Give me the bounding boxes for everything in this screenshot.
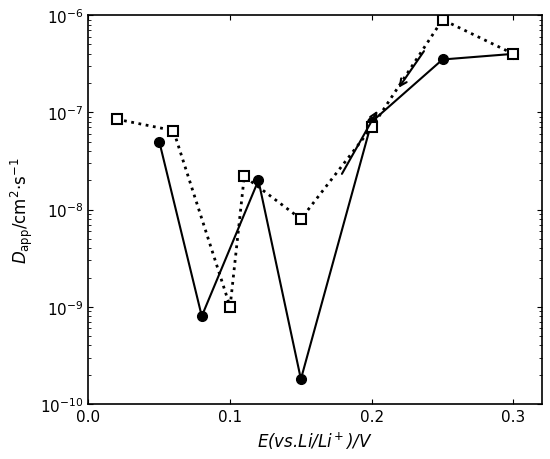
Y-axis label: $D_\mathrm{app}$/cm$^2$·s$^{-1}$: $D_\mathrm{app}$/cm$^2$·s$^{-1}$: [8, 157, 35, 263]
X-axis label: $E$($vs$.Li/Li$^+$)/V: $E$($vs$.Li/Li$^+$)/V: [257, 430, 373, 451]
